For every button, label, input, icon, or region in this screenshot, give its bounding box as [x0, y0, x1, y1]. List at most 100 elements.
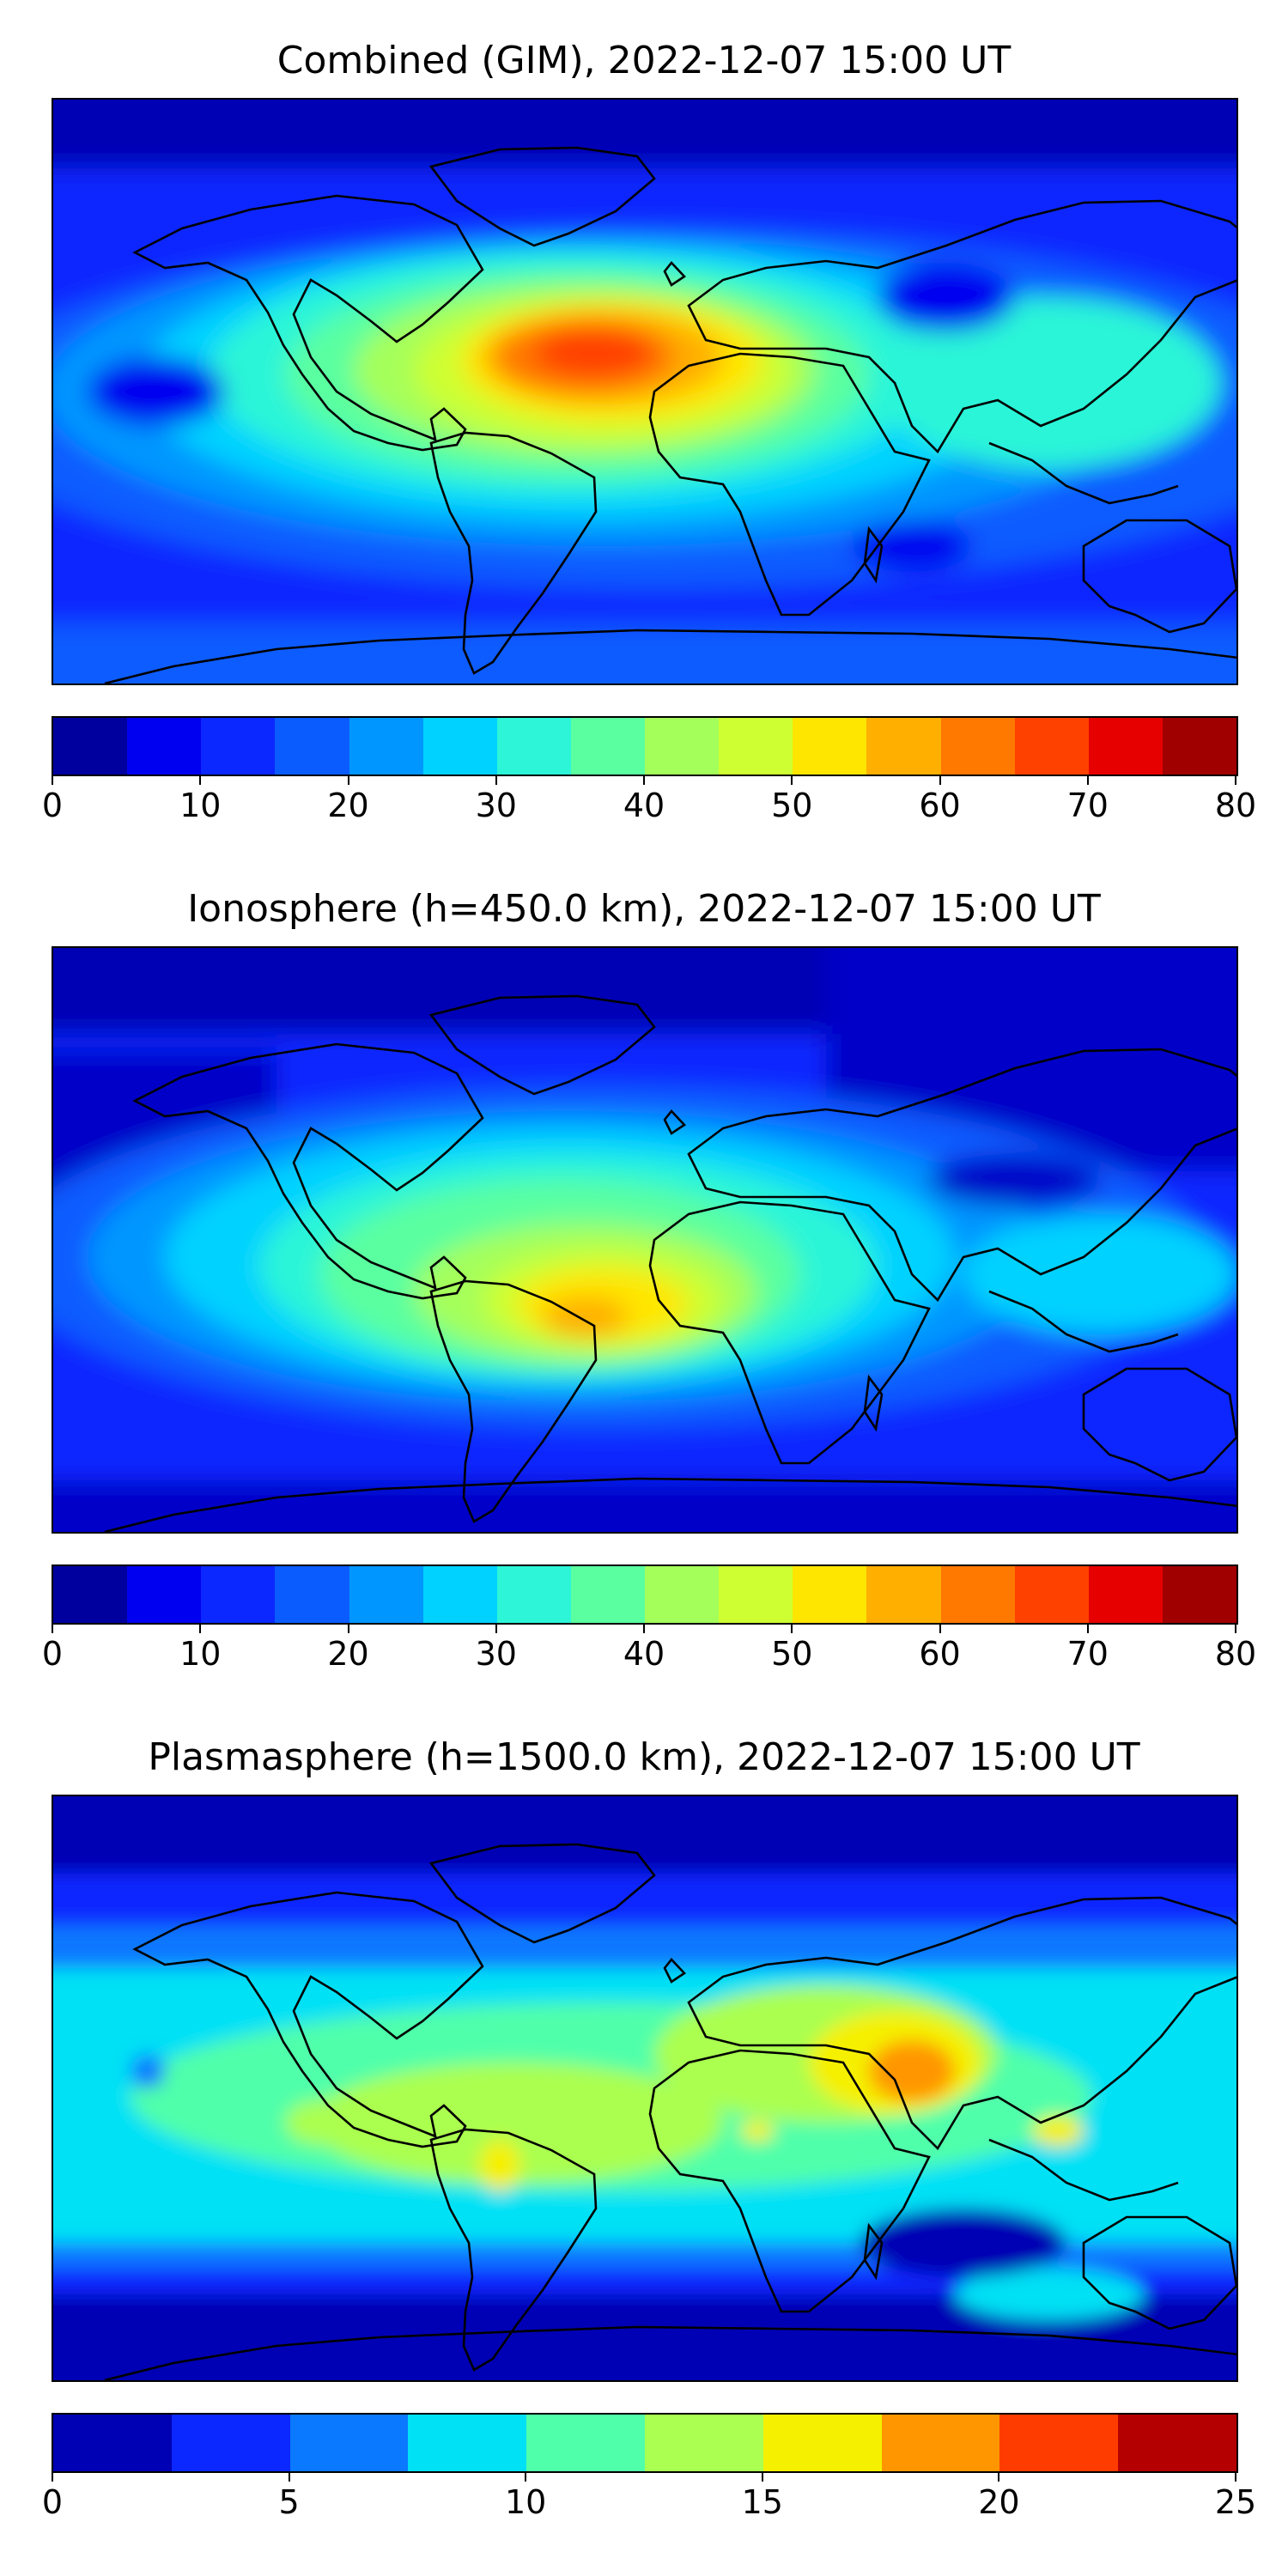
colorbar-cell-3 — [408, 2415, 527, 2471]
colorbar-tick-label: 5 — [278, 2483, 300, 2521]
colorbar-tick-label: 70 — [1066, 1635, 1109, 1673]
colorbar-cell-6 — [496, 1566, 571, 1623]
colorbar-tick-label: 0 — [41, 2483, 64, 2521]
colorbar-tick-mark — [52, 2473, 53, 2482]
colorbar-cell-9 — [719, 718, 793, 775]
colorbar-tick-mark — [1235, 776, 1236, 785]
map-plasmasphere — [52, 1795, 1238, 2382]
colorbar-tick-mark — [643, 1625, 645, 1633]
colorbar-cell-0 — [53, 1566, 128, 1623]
colorbar-ticks-plasmasphere: 0 5 10 15 20 25 — [42, 2473, 1256, 2521]
colorbar-cell-4 — [349, 1566, 423, 1623]
map-ionosphere — [52, 946, 1238, 1534]
colorbar-cell-12 — [940, 718, 1015, 775]
colorbar-tick-label: 10 — [179, 1635, 222, 1673]
colorbar-tick-label: 80 — [1214, 1635, 1257, 1673]
colorbar-cell-6 — [496, 718, 571, 775]
colorbar-cell-11 — [866, 718, 941, 775]
colorbar-cell-15 — [1162, 1566, 1236, 1623]
colorbar-tick-label: 30 — [475, 1635, 517, 1673]
colorbar-cell-7 — [881, 2415, 1000, 2471]
colorbar-tick-label: 0 — [41, 787, 64, 824]
colorbar-tick-mark — [347, 776, 349, 785]
colorbar-cell-8 — [645, 718, 720, 775]
panel-title: Plasmasphere (h=1500.0 km), 2022-12-07 1… — [148, 1735, 1140, 1779]
colorbar-cell-5 — [422, 718, 497, 775]
colorbar-tick-label: 20 — [327, 1635, 369, 1673]
colorbar-tick-mark — [52, 776, 53, 785]
colorbar-cell-6 — [762, 2415, 882, 2471]
colorbar-cell-9 — [719, 1566, 793, 1623]
colorbar-tick-mark — [495, 776, 497, 785]
colorbar-tick-label: 10 — [179, 787, 222, 824]
colorbar-cell-1 — [171, 2415, 290, 2471]
colorbar-cell-2 — [201, 1566, 276, 1623]
colorbar-plasmasphere — [52, 2413, 1238, 2473]
colorbar-cell-2 — [289, 2415, 409, 2471]
colorbar-tick-mark — [939, 1625, 941, 1633]
colorbar-tick-mark — [998, 2473, 1000, 2482]
colorbar-cell-12 — [940, 1566, 1015, 1623]
colorbar-tick-mark — [199, 776, 202, 785]
colorbar-tick-label: 70 — [1066, 787, 1109, 824]
colorbar-tick-mark — [761, 2473, 763, 2482]
colorbar-cell-1 — [127, 1566, 202, 1623]
colorbar-cell-9 — [1118, 2415, 1236, 2471]
colorbar-cell-1 — [127, 718, 202, 775]
colorbar-cell-0 — [53, 718, 128, 775]
colorbar-tick-mark — [495, 1625, 497, 1633]
colorbar-ticks-ionosphere: 0 10 20 30 40 50 60 70 80 — [42, 1625, 1256, 1673]
colorbar-tick-label: 20 — [978, 2483, 1020, 2521]
colorbar-tick-label: 25 — [1214, 2483, 1257, 2521]
colorbar-cell-8 — [999, 2415, 1119, 2471]
colorbar-cell-7 — [570, 718, 645, 775]
colorbar-cell-4 — [349, 718, 423, 775]
colorbar-cell-10 — [793, 1566, 867, 1623]
colorbar-cell-5 — [644, 2415, 763, 2471]
colorbar-cell-7 — [570, 1566, 645, 1623]
colorbar-tick-label: 60 — [919, 1635, 961, 1673]
colorbar-tick-mark — [643, 776, 645, 785]
colorbar-cell-13 — [1014, 718, 1089, 775]
colorbar-cell-15 — [1162, 718, 1236, 775]
colorbar-tick-mark — [199, 1625, 202, 1633]
panel-title: Combined (GIM), 2022-12-07 15:00 UT — [276, 39, 1012, 82]
colorbar-tick-label: 15 — [741, 2483, 783, 2521]
colorbar-tick-mark — [1235, 1625, 1236, 1633]
colorbar-tick-label: 0 — [41, 1635, 64, 1673]
colorbar-cell-11 — [866, 1566, 941, 1623]
colorbar-cell-3 — [275, 1566, 349, 1623]
colorbar-tick-mark — [1086, 776, 1089, 785]
colorbar-tick-label: 30 — [475, 787, 517, 824]
colorbar-tick-label: 40 — [623, 1635, 665, 1673]
colorbar-tick-mark — [525, 2473, 527, 2482]
colorbar-ionosphere — [52, 1564, 1238, 1625]
colorbar-cell-4 — [526, 2415, 645, 2471]
colorbar-tick-mark — [288, 2473, 290, 2482]
colorbar-tick-mark — [791, 776, 793, 785]
colorbar-tick-label: 20 — [327, 787, 369, 824]
colorbar-ticks-combined: 0 10 20 30 40 50 60 70 80 — [42, 776, 1256, 823]
colorbar-cell-14 — [1088, 1566, 1163, 1623]
colorbar-cell-10 — [793, 718, 867, 775]
colorbar-tick-mark — [939, 776, 941, 785]
colorbar-tick-label: 60 — [919, 787, 961, 824]
colorbar-cell-0 — [53, 2415, 172, 2471]
colorbar-tick-label: 50 — [771, 1635, 813, 1673]
colorbar-tick-mark — [52, 1625, 53, 1633]
colorbar-tick-label: 80 — [1214, 787, 1257, 824]
colorbar-tick-label: 10 — [505, 2483, 547, 2521]
colorbar-cell-13 — [1014, 1566, 1089, 1623]
colorbar-cell-5 — [422, 1566, 497, 1623]
colorbar-tick-label: 40 — [623, 787, 665, 824]
colorbar-cell-3 — [275, 718, 349, 775]
map-combined — [52, 98, 1238, 685]
colorbar-cell-14 — [1088, 718, 1163, 775]
colorbar-tick-mark — [791, 1625, 793, 1633]
colorbar-tick-mark — [1235, 2473, 1236, 2482]
colorbar-cell-2 — [201, 718, 276, 775]
colorbar-tick-mark — [347, 1625, 349, 1633]
colorbar-cell-8 — [645, 1566, 720, 1623]
colorbar-combined — [52, 716, 1238, 776]
colorbar-tick-mark — [1086, 1625, 1089, 1633]
